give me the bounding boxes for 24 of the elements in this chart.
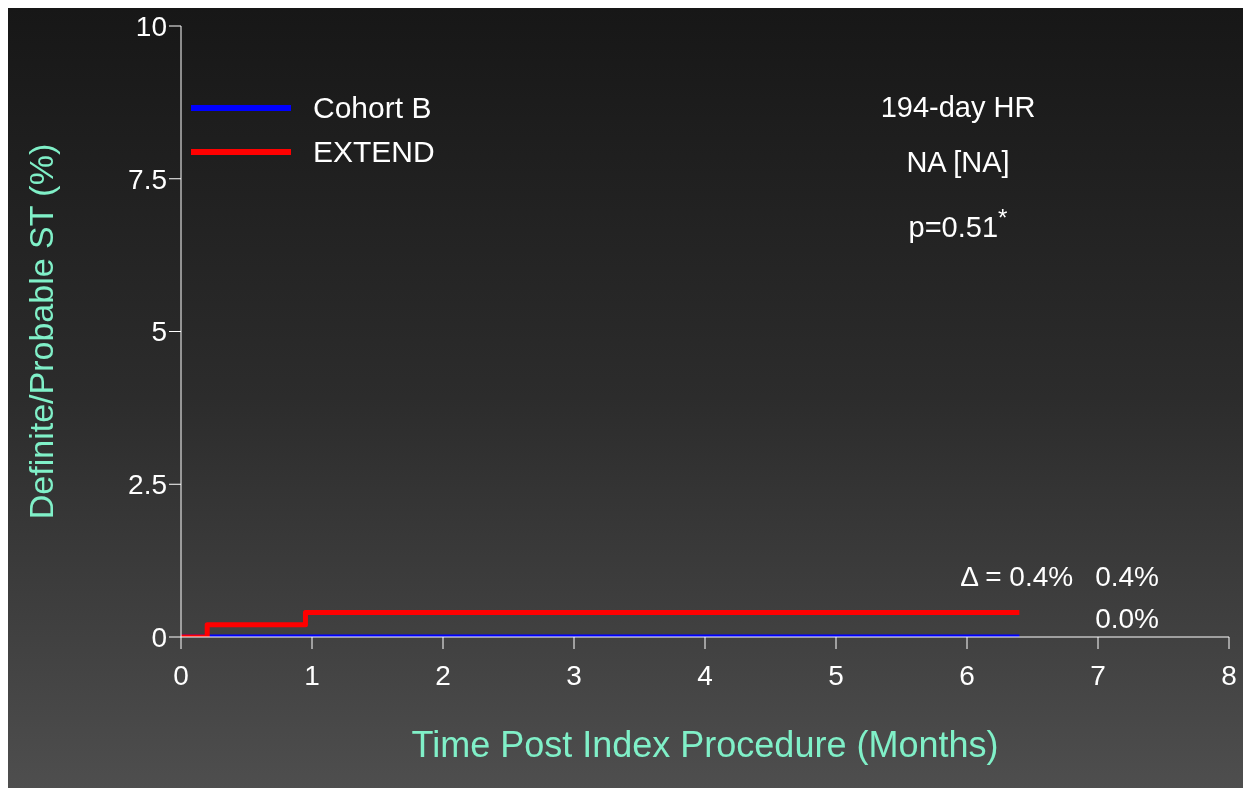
legend-label: Cohort B	[313, 91, 432, 125]
legend-label: EXTEND	[313, 135, 435, 169]
x-tick-label: 5	[828, 659, 844, 691]
annotation: 194-day HR	[879, 90, 1037, 125]
x-tick-label: 4	[697, 659, 713, 691]
y-tick-label: 7.5	[128, 163, 167, 195]
annotation: Δ = 0.4%	[960, 561, 1074, 593]
y-axis-title: Definite/Probable ST (%)	[22, 143, 61, 520]
annotation: p=0.51$^{*}$	[907, 203, 1009, 245]
y-tick-label: 2.5	[128, 469, 167, 501]
y-tick-label: 10	[135, 10, 167, 42]
x-tick-label: 2	[435, 659, 451, 691]
y-tick-label: 5	[151, 316, 167, 348]
x-tick-label: 0	[173, 659, 189, 691]
x-tick-label: 8	[1221, 659, 1237, 691]
x-tick-label: 6	[959, 659, 975, 691]
y-tick-label: 0	[151, 621, 167, 653]
x-tick-label: 7	[1090, 659, 1106, 691]
x-tick-label: 1	[304, 659, 320, 691]
x-tick-label: 3	[566, 659, 582, 691]
annotation: 0.4%	[1095, 561, 1159, 593]
x-axis-title: Time Post Index Procedure (Months)	[411, 724, 999, 765]
annotation: 0.0%	[1095, 603, 1159, 635]
annotation: NA [NA]	[905, 145, 1011, 180]
